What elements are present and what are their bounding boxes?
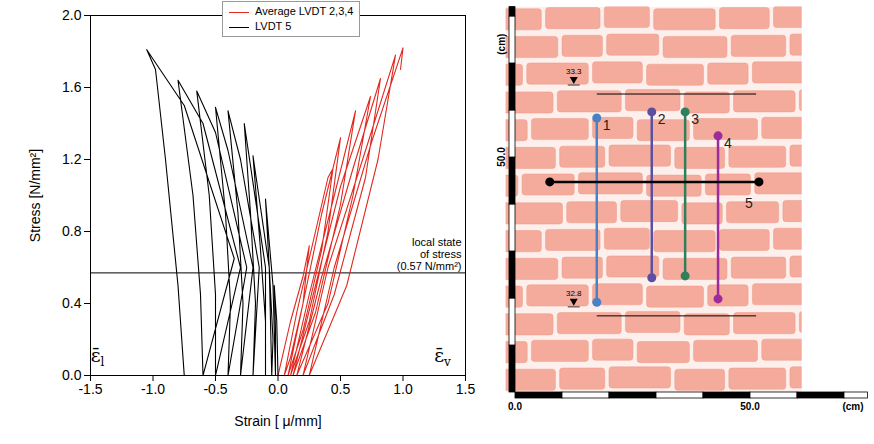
svg-text:-1.5: -1.5 — [78, 381, 102, 397]
svg-text:0.4: 0.4 — [62, 295, 82, 311]
svg-text:4: 4 — [724, 135, 732, 151]
svg-text:local stateof stress(0.57 N/mm: local stateof stress(0.57 N/mm²) — [397, 236, 462, 272]
svg-text:0.0: 0.0 — [62, 367, 82, 383]
svg-text:-0.5: -0.5 — [203, 381, 227, 397]
svg-text:3: 3 — [691, 111, 699, 127]
svg-text:1.6: 1.6 — [62, 79, 82, 95]
svg-text:50.0: 50.0 — [740, 401, 760, 412]
svg-text:ε̄v: ε̄v — [434, 344, 451, 369]
svg-text:1.0: 1.0 — [393, 381, 413, 397]
html-text:Average LVDT 2,3,4: Average LVDT 2,3,4 — [255, 5, 354, 17]
svg-text:0.8: 0.8 — [62, 223, 82, 239]
svg-text:1: 1 — [603, 117, 611, 133]
svg-text:33.3: 33.3 — [566, 67, 582, 76]
html-text:LVDT 5: LVDT 5 — [255, 20, 292, 32]
svg-text:2: 2 — [658, 111, 666, 127]
svg-text:0.0: 0.0 — [508, 401, 522, 412]
svg-text:0.0: 0.0 — [268, 381, 288, 397]
svg-text:ε̄l: ε̄l — [91, 344, 105, 369]
svg-text:2.0: 2.0 — [62, 7, 82, 23]
svg-text:Strain [ μ/mm]: Strain [ μ/mm] — [234, 413, 321, 429]
svg-text:32.8: 32.8 — [566, 289, 582, 298]
svg-text:5: 5 — [745, 195, 753, 211]
svg-text:(cm): (cm) — [496, 34, 507, 55]
svg-text:-1.0: -1.0 — [141, 381, 165, 397]
svg-text:(cm): (cm) — [842, 401, 863, 412]
svg-text:Stress [N/mm²]: Stress [N/mm²] — [27, 149, 43, 242]
svg-text:1.5: 1.5 — [456, 381, 476, 397]
svg-text:0.5: 0.5 — [331, 381, 351, 397]
svg-text:1.2: 1.2 — [62, 151, 82, 167]
svg-text:50.0: 50.0 — [496, 147, 507, 167]
